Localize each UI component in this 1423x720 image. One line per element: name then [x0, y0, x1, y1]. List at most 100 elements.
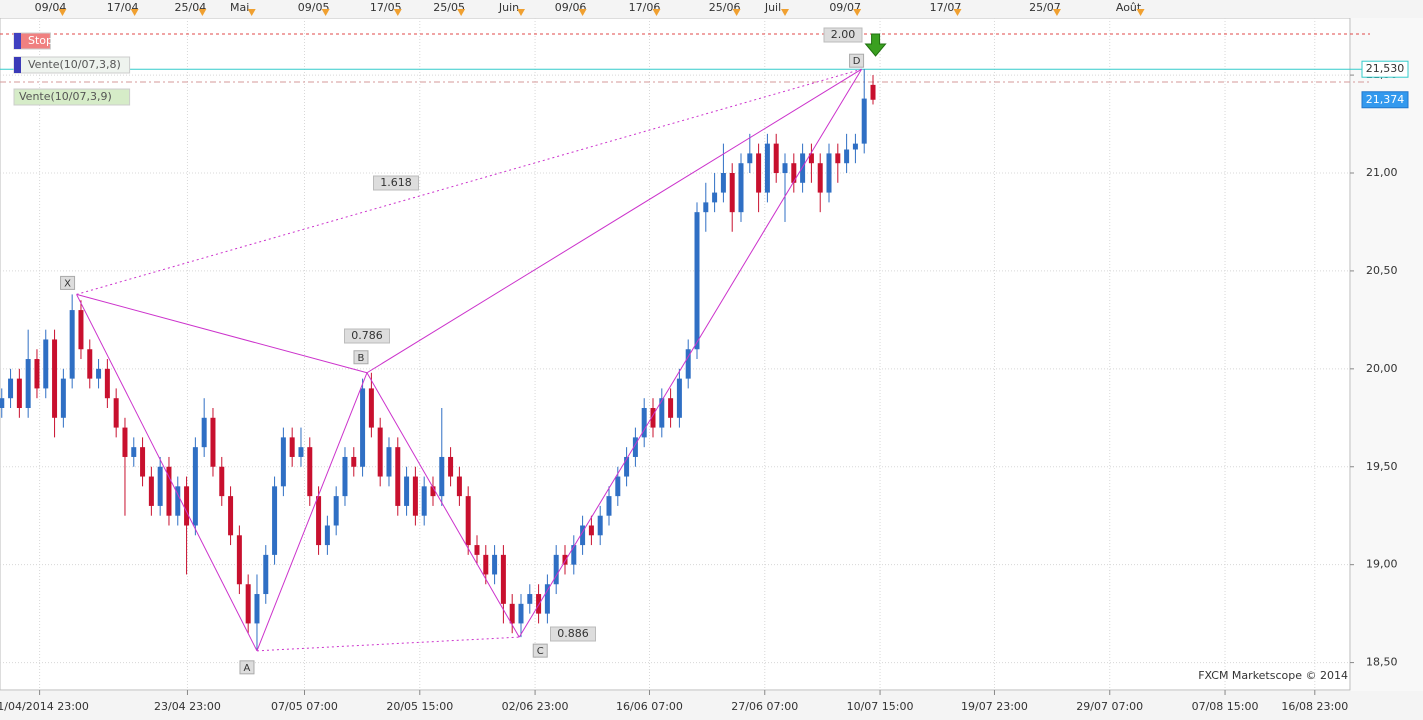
candle-body — [254, 594, 260, 624]
candle-body — [386, 447, 392, 477]
candle-body — [351, 456, 357, 467]
candle-body — [712, 192, 718, 203]
top-tick-marker — [781, 9, 790, 16]
candle-body — [474, 545, 480, 555]
candle-body — [148, 476, 154, 506]
top-tick-marker — [578, 9, 587, 16]
y-tick-label: 19,00 — [1366, 558, 1398, 571]
candle-body — [756, 153, 762, 193]
price-label: 21,530 — [1366, 62, 1405, 75]
x-tick-label: 01/04/2014 23:00 — [0, 700, 89, 713]
candle-body — [324, 525, 330, 546]
candle-body — [492, 554, 498, 575]
candle-body — [184, 486, 190, 526]
candle-body — [668, 398, 674, 418]
candle-body — [527, 594, 533, 604]
candle-body — [659, 398, 665, 428]
x-tick-label: 07/08 15:00 — [1192, 700, 1259, 713]
candle-body — [544, 584, 550, 614]
candle-body — [439, 456, 445, 497]
candle-body — [78, 310, 84, 350]
candle-body — [835, 153, 841, 164]
top-tick-label: 17/07 — [930, 1, 962, 14]
candle-body — [87, 349, 93, 379]
candle-body — [192, 447, 198, 526]
candle-body — [852, 143, 858, 150]
top-tick-label: Août — [1116, 1, 1142, 14]
top-tick-label: Juil — [764, 1, 781, 14]
top-tick-label: Mai — [230, 1, 249, 14]
watermark: FXCM Marketscope © 2014 — [1198, 669, 1348, 682]
bottom-axis-strip — [0, 691, 1423, 720]
ratio-box — [373, 175, 419, 191]
candle-body — [307, 447, 313, 497]
price-label-box — [1361, 91, 1409, 109]
top-tick-label: 25/07 — [1029, 1, 1061, 14]
candle-body — [729, 173, 735, 213]
candle-body — [800, 153, 806, 183]
sell-arrow — [864, 33, 887, 57]
pattern-line — [256, 372, 368, 652]
top-axis-strip — [0, 0, 1423, 18]
x-tick-label: 16/08 23:00 — [1281, 700, 1348, 713]
candle-body — [808, 153, 814, 164]
candle-body — [773, 143, 779, 173]
ratio-label: 2.00 — [831, 28, 856, 41]
candle-body — [597, 515, 603, 536]
candle-body — [122, 427, 128, 457]
candle-body — [650, 408, 656, 428]
candle-body — [0, 398, 5, 408]
top-tick-label: 25/06 — [709, 1, 741, 14]
plot-frame — [0, 17, 1351, 691]
pattern-point-box — [532, 643, 548, 658]
top-tick-label: 09/04 — [35, 1, 67, 14]
top-tick-marker — [393, 9, 402, 16]
candle-body — [280, 437, 286, 487]
level-marker — [14, 33, 21, 49]
candle-body — [676, 378, 682, 418]
top-tick-marker — [516, 9, 525, 16]
top-tick-label: 17/04 — [107, 1, 139, 14]
top-tick-marker — [1136, 9, 1145, 16]
candle-body — [509, 603, 515, 624]
candle-body — [412, 476, 418, 516]
candle-body — [483, 554, 489, 575]
candle-body — [764, 143, 770, 193]
level-label-box — [13, 88, 131, 106]
top-tick-marker — [58, 9, 67, 16]
candle-body — [342, 456, 348, 497]
candle-body — [360, 388, 366, 467]
level-label: Vente(10/07,3,8) — [28, 58, 121, 71]
candle-body — [166, 466, 172, 516]
pattern-line — [76, 293, 368, 374]
candle-body — [298, 447, 304, 457]
x-tick-label: 16/06 07:00 — [616, 700, 683, 713]
candle-body — [60, 378, 66, 418]
x-tick-label: 02/06 23:00 — [502, 700, 569, 713]
top-tick-marker — [457, 9, 466, 16]
candle-body — [553, 554, 559, 585]
candle-body — [8, 378, 14, 399]
pattern-line — [518, 68, 862, 638]
pattern-line — [366, 372, 520, 638]
y-tick-label: 19,50 — [1366, 460, 1398, 473]
pattern-line — [76, 68, 862, 295]
candle-body — [580, 525, 586, 546]
candle-body — [113, 398, 119, 428]
candle-body — [316, 496, 322, 546]
pattern-point-box — [849, 53, 865, 68]
top-tick-label: 17/05 — [370, 1, 402, 14]
ratio-box — [344, 328, 390, 344]
top-tick-label: 09/05 — [298, 1, 330, 14]
candle-body — [25, 359, 31, 408]
y-tick-label: 18,50 — [1366, 656, 1398, 669]
candle-body — [870, 84, 876, 100]
candle-body — [588, 525, 594, 536]
y-tick-label: 21,00 — [1366, 166, 1398, 179]
ratio-box — [823, 27, 863, 43]
candle-body — [34, 359, 40, 389]
x-tick-label: 29/07 07:00 — [1076, 700, 1143, 713]
candle-body — [131, 447, 137, 457]
x-tick-label: 10/07 15:00 — [847, 700, 914, 713]
x-tick-label: 20/05 15:00 — [386, 700, 453, 713]
